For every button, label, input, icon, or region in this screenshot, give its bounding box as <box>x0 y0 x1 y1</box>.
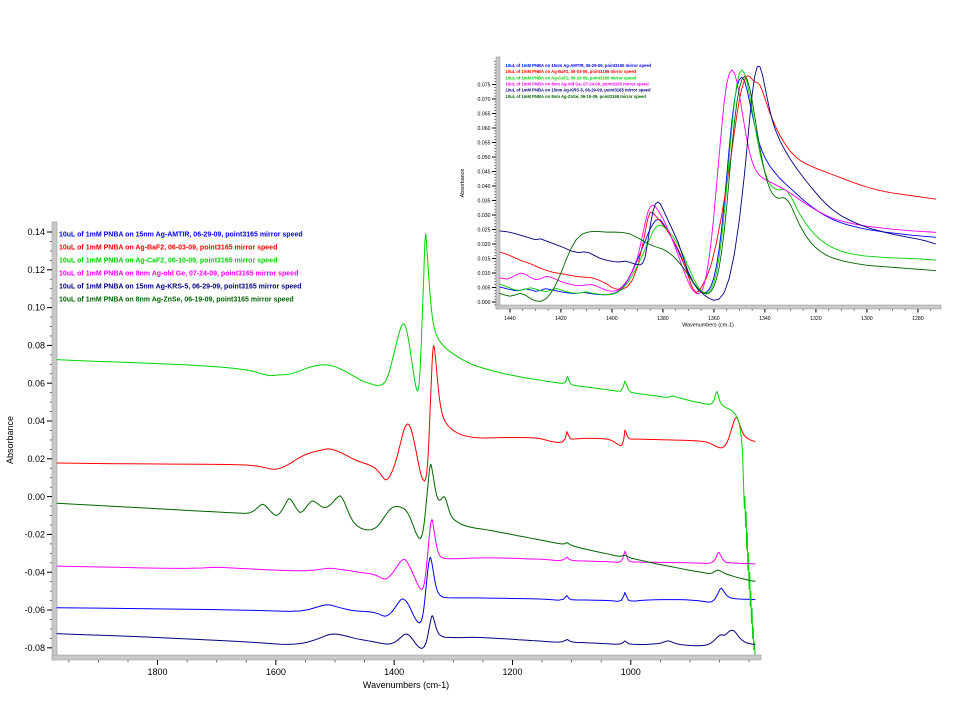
y-tick-label: 0.000 <box>478 300 491 306</box>
trace-1 <box>56 556 756 624</box>
y-tick-label: 0.04 <box>27 416 45 426</box>
trace-3 <box>56 233 756 655</box>
legend-item: 10uL of 1mM PNBA on 8nm Ag-old Ge, 07-24… <box>506 81 650 86</box>
y-axis-bar <box>495 56 501 310</box>
legend-item: 10uL of 1mM PNBA on 15nm Ag-AMTIR, 06-29… <box>506 63 652 68</box>
y-tick-label: 0.070 <box>478 97 491 103</box>
x-axis-bar <box>495 304 942 310</box>
y-tick-label: 0.050 <box>478 155 491 161</box>
y-tick-label: 0.12 <box>27 265 45 275</box>
legend-item: 10uL of 1mM PNBA on Ag-CaF2, 06-10-09, p… <box>59 258 277 265</box>
legend-item: 10uL of 1mM PNBA on Ag-BaF2, 06-03-09, p… <box>59 245 277 252</box>
legend-item: 10uL of 1mM PNBA on 15nm Ag-AMTIR, 06-29… <box>59 232 303 239</box>
x-tick-label: 1800 <box>148 667 168 677</box>
y-tick-label: 0.00 <box>27 492 45 502</box>
y-tick-label: 0.010 <box>478 271 491 277</box>
trace-5 <box>56 615 756 649</box>
x-tick-label: 1420 <box>555 316 567 322</box>
trace-6 <box>56 463 756 582</box>
y-axis-bar <box>51 221 58 661</box>
y-tick-label: 0.015 <box>478 256 491 262</box>
y-tick-label: 0.065 <box>478 111 491 117</box>
x-tick-label: 1400 <box>606 316 618 322</box>
y-tick-label: 0.14 <box>27 227 45 237</box>
main-plot: 0.14 0.12 0.10 0.08 0.06 0.04 0.02 0.00 -0.02 -0.… <box>24 221 762 677</box>
legend-item: 10uL of 1mM PNBA on 8nm Ag-ZnSe, 06-19-0… <box>506 94 647 99</box>
y-tick-label: 0.08 <box>27 341 45 351</box>
x-axis-bar <box>51 654 762 661</box>
x-tick-label: 1320 <box>810 316 822 322</box>
x-tick-label: 1000 <box>621 667 641 677</box>
main-y-axis-title: Absorbance <box>5 416 15 464</box>
y-tick-label: 0.060 <box>478 126 491 132</box>
main-x-axis-title: Wavenumbers (cm-1) <box>363 680 449 690</box>
x-tick-label: 1200 <box>502 667 522 677</box>
y-tick-label: 0.030 <box>478 213 491 219</box>
trace-2 <box>56 344 756 482</box>
y-tick-label: 0.055 <box>478 140 491 146</box>
x-tick-label: 1600 <box>266 667 286 677</box>
trace-3 <box>499 69 937 296</box>
legend-item: 10uL of 1mM PNBA on 15nm Ag-KRS-5, 06-29… <box>506 88 651 93</box>
y-tick-label: 0.040 <box>478 184 491 190</box>
legend-item: 10uL of 1mM PNBA on Ag-BaF2, 06-03-09, p… <box>506 69 637 74</box>
legend-item: 10uL of 1mM PNBA on Ag-CaF2, 06-10-09, p… <box>506 75 637 80</box>
y-tick-label: 0.045 <box>478 169 491 175</box>
y-tick-label: -0.08 <box>24 643 45 653</box>
legend-item: 10uL of 1mM PNBA on 15nm Ag-KRS-5, 06-29… <box>59 284 301 291</box>
y-tick-label: 0.035 <box>478 198 491 204</box>
y-tick-label: 0.06 <box>27 378 45 388</box>
inset-y-axis-title: Absorbance <box>460 169 466 198</box>
x-tick-label: 1280 <box>912 316 924 322</box>
y-tick-label: -0.04 <box>24 567 45 577</box>
x-tick-label: 1300 <box>861 316 873 322</box>
y-tick-label: -0.06 <box>24 605 45 615</box>
x-tick-label: 1440 <box>504 316 516 322</box>
inset-plot: 0.075 0.070 0.065 0.060 0.055 0.050 0.045 0.040… <box>478 56 942 322</box>
y-tick-label: -0.02 <box>24 530 45 540</box>
legend-item: 10uL of 1mM PNBA on 8nm Ag-ZnSe, 06-19-0… <box>59 297 294 304</box>
trace-5 <box>499 66 937 301</box>
y-tick-label: 0.005 <box>478 285 491 291</box>
trace-4 <box>499 69 937 295</box>
x-tick-label: 1360 <box>708 316 720 322</box>
x-tick-label: 1340 <box>759 316 771 322</box>
inset-x-axis-title: Wavenumbers (cm-1) <box>682 323 734 329</box>
y-tick-label: 0.10 <box>27 303 45 313</box>
trace-4 <box>56 518 756 590</box>
y-tick-label: 0.020 <box>478 242 491 248</box>
x-tick-label: 1400 <box>384 667 404 677</box>
legend-item: 10uL of 1mM PNBA on 8nm Ag-old Ge, 07-24… <box>59 271 298 278</box>
x-tick-label: 1380 <box>657 316 669 322</box>
y-tick-label: 0.075 <box>478 82 491 88</box>
trace-6 <box>499 75 937 302</box>
y-tick-label: 0.025 <box>478 227 491 233</box>
trace-2 <box>499 75 937 293</box>
y-tick-label: 0.02 <box>27 454 45 464</box>
